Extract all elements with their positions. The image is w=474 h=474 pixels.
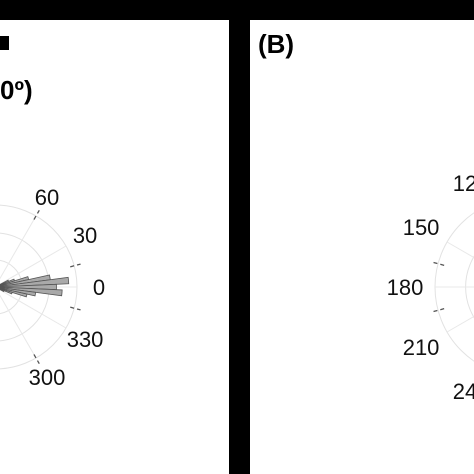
right-angle-label: 24 [453, 379, 474, 404]
right-angle-label: 150 [403, 215, 440, 240]
right-panel [250, 20, 474, 474]
right-polar-grid [432, 212, 474, 362]
left-angle-label: 300 [29, 365, 66, 390]
left-panel-title-fragment [0, 36, 9, 50]
right-grid-spoke [446, 241, 474, 259]
right-angle-label: 210 [403, 335, 440, 360]
right-angle-label: 180 [387, 275, 424, 300]
left-grid-spoke [0, 289, 67, 329]
right-reference-dash [432, 308, 445, 313]
right-angle-labels: 12 150 180 210 24 [387, 171, 474, 404]
left-reference-dash [33, 209, 40, 220]
left-panel-subtitle: 0º) [0, 75, 33, 105]
left-panel [0, 20, 229, 474]
left-reference-dash [33, 354, 40, 365]
right-angle-label: 12 [453, 171, 474, 196]
left-histogram-bar [0, 288, 5, 293]
left-reference-dash [70, 306, 81, 311]
left-reference-dash [70, 263, 81, 268]
left-grid-spoke [0, 215, 37, 280]
left-grid-spoke [0, 294, 37, 359]
right-grid-spoke [446, 315, 474, 333]
right-reference-dash [432, 261, 445, 266]
left-angle-label: 0 [93, 275, 105, 300]
left-grid-spoke [0, 245, 67, 285]
left-angle-label: 330 [67, 327, 104, 352]
left-angle-label: 30 [73, 223, 97, 248]
right-panel-label: (B) [258, 29, 294, 59]
left-polar-bars [0, 274, 70, 298]
left-angle-label: 60 [35, 185, 59, 210]
